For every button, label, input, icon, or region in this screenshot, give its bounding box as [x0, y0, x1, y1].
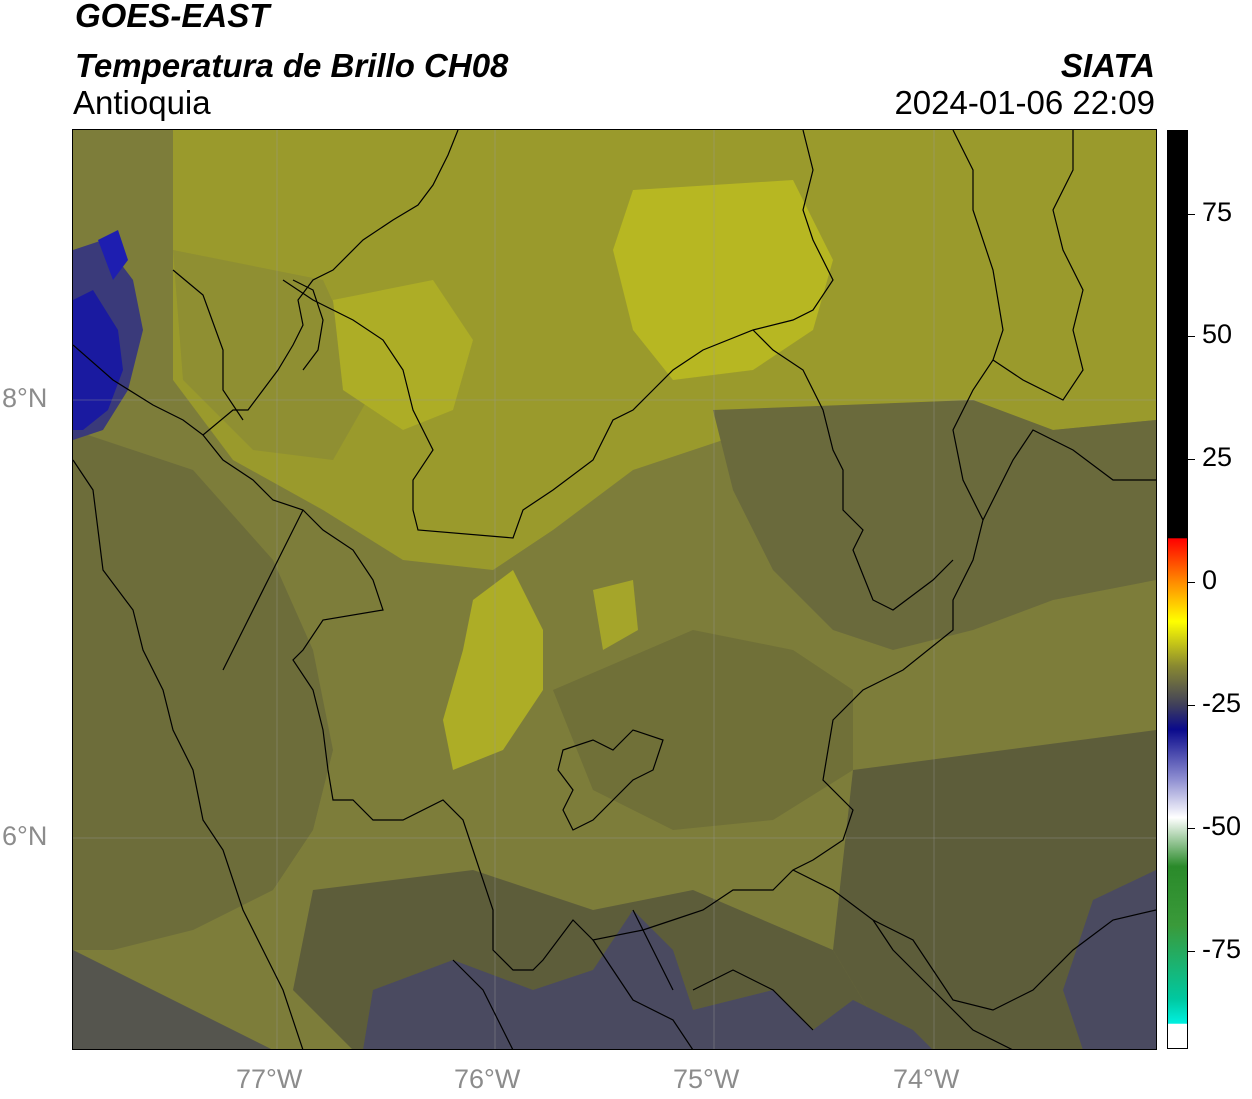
- colorbar-tick-label: 25: [1202, 442, 1233, 472]
- product-title: Temperatura de Brillo CH08: [75, 47, 509, 84]
- lat-tick-label: 8°N: [2, 383, 48, 413]
- lat-tick-label: 6°N: [2, 821, 48, 851]
- colorbar: [1167, 130, 1188, 1049]
- coastline-inner-2: [172, 269, 244, 421]
- bolivar-border: [752, 329, 954, 611]
- brightness-temperature-map: [73, 130, 1156, 1050]
- colorbar-tick-mark: [1188, 705, 1195, 706]
- datetime-label: 2024-01-06 22:09: [894, 84, 1155, 121]
- caldas-border: [592, 939, 694, 1050]
- colorbar-tick-mark: [1188, 828, 1195, 829]
- lon-tick-label: 76°W: [454, 1064, 521, 1094]
- colorbar-tick-mark: [1188, 582, 1195, 583]
- colorbar-tick-label: -25: [1202, 688, 1242, 718]
- colorbar-tick-label: 75: [1202, 197, 1233, 227]
- lon-tick-label: 74°W: [893, 1064, 960, 1094]
- field-bright-yellow-nw: [333, 280, 473, 430]
- colorbar-gradient: [1168, 131, 1187, 1048]
- risaralda-border: [452, 959, 514, 1050]
- field-slate-sw: [73, 950, 273, 1050]
- pacific-coast: [73, 459, 304, 1050]
- cesar-border: [982, 429, 1156, 521]
- aburra-valley: [557, 729, 664, 831]
- field-bright-yellow-ne: [613, 180, 833, 380]
- field-bright-yellow-central2: [593, 580, 638, 650]
- chocó-south: [222, 509, 304, 671]
- field-deep-blue-nw2: [98, 230, 128, 280]
- southeast-lines: [632, 909, 814, 1031]
- coastline-inner-1: [292, 279, 324, 371]
- boundaries: [73, 130, 1156, 1050]
- satellite-title: GOES-EAST: [75, 0, 270, 34]
- colorbar-tick-label: 50: [1202, 319, 1233, 349]
- cordoba-border: [282, 130, 834, 539]
- field-yellow-west-coast: [173, 250, 373, 460]
- boyaca-border: [792, 869, 1156, 1011]
- field-slate-south: [363, 910, 933, 1050]
- org-title: SIATA: [1060, 47, 1155, 84]
- region-label: Antioquia: [73, 84, 211, 121]
- colorbar-tick-mark: [1188, 336, 1195, 337]
- colorbar-tick-mark: [1188, 459, 1195, 460]
- lon-tick-label: 77°W: [236, 1064, 303, 1094]
- colorbar-tick-mark: [1188, 214, 1195, 215]
- santander-border: [992, 130, 1084, 401]
- field-dark-center: [553, 630, 853, 830]
- colorbar-tick-label: 0: [1202, 565, 1218, 595]
- field-bright-yellow-central: [443, 570, 543, 770]
- temperature-field: [73, 130, 1156, 1050]
- colorbar-tick-label: -50: [1202, 811, 1242, 841]
- coastline-uraba: [73, 130, 459, 436]
- colorbar-tick-label: -75: [1202, 934, 1242, 964]
- lon-tick-label: 75°W: [673, 1064, 740, 1094]
- field-deep-blue-nw: [73, 290, 123, 430]
- field-dark-west: [73, 430, 333, 950]
- field-dark-east: [713, 400, 1156, 650]
- cundinamarca-border: [872, 919, 1014, 1050]
- colorbar-tick-mark: [1188, 951, 1195, 952]
- gridlines: [73, 130, 1156, 1050]
